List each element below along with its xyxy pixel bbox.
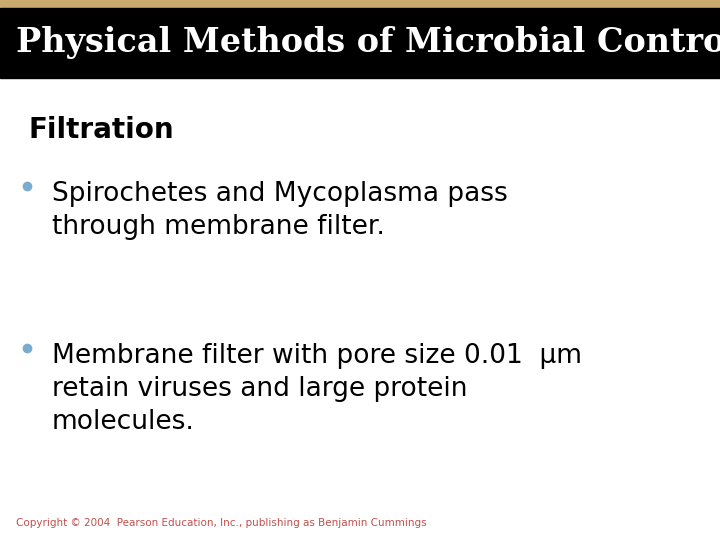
Bar — [0, 0, 720, 8]
Text: Spirochetes and Mycoplasma pass
through membrane filter.: Spirochetes and Mycoplasma pass through … — [52, 181, 508, 240]
Text: Filtration: Filtration — [29, 116, 174, 144]
Text: Physical Methods of Microbial Control: Physical Methods of Microbial Control — [16, 26, 720, 59]
Text: Copyright © 2004  Pearson Education, Inc., publishing as Benjamin Cummings: Copyright © 2004 Pearson Education, Inc.… — [16, 518, 426, 528]
Text: Membrane filter with pore size 0.01  μm
retain viruses and large protein
molecul: Membrane filter with pore size 0.01 μm r… — [52, 343, 582, 435]
Bar — [0, 8, 720, 78]
